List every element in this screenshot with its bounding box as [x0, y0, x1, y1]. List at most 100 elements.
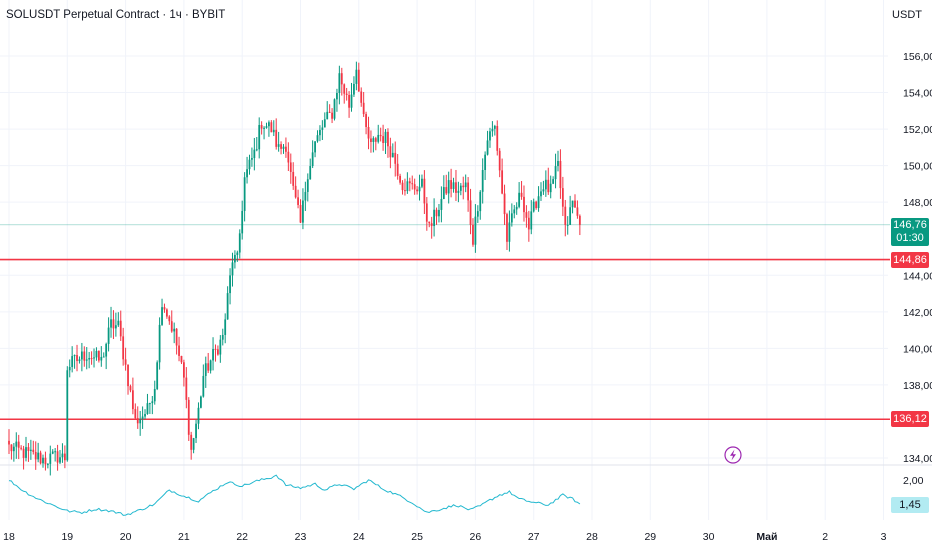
candle[interactable] — [299, 199, 302, 224]
candle[interactable] — [411, 175, 414, 190]
candle[interactable] — [156, 360, 159, 391]
candle[interactable] — [287, 142, 290, 171]
candle[interactable] — [421, 174, 423, 189]
candle[interactable] — [241, 200, 244, 240]
candle[interactable] — [370, 130, 372, 153]
candle[interactable] — [204, 356, 207, 388]
candle[interactable] — [423, 170, 426, 215]
candle[interactable] — [178, 336, 180, 362]
candle[interactable] — [469, 188, 472, 235]
candle[interactable] — [185, 367, 188, 409]
candle[interactable] — [336, 88, 338, 112]
candle[interactable] — [119, 310, 122, 341]
candle[interactable] — [114, 312, 117, 337]
candle[interactable] — [326, 101, 329, 120]
candle[interactable] — [183, 359, 185, 387]
candle[interactable] — [467, 177, 470, 212]
candle[interactable] — [532, 198, 535, 213]
candle[interactable] — [8, 429, 10, 455]
candle[interactable] — [76, 344, 78, 372]
candle[interactable] — [54, 448, 57, 462]
candle[interactable] — [253, 137, 256, 171]
candle[interactable] — [129, 384, 132, 393]
candle[interactable] — [282, 144, 285, 154]
candle[interactable] — [195, 419, 197, 444]
candle[interactable] — [131, 377, 134, 415]
candle[interactable] — [433, 198, 436, 237]
candle[interactable] — [22, 445, 25, 470]
candle[interactable] — [445, 174, 448, 196]
candle[interactable] — [212, 337, 214, 371]
candle[interactable] — [474, 204, 477, 253]
candle[interactable] — [552, 176, 555, 185]
candle[interactable] — [200, 395, 202, 409]
candle[interactable] — [124, 347, 127, 371]
candle[interactable] — [258, 117, 261, 159]
candle[interactable] — [289, 153, 292, 184]
candle[interactable] — [566, 216, 569, 235]
candle[interactable] — [447, 171, 450, 204]
candle[interactable] — [481, 158, 484, 204]
candle[interactable] — [418, 174, 421, 201]
candle[interactable] — [472, 218, 474, 247]
candle[interactable] — [340, 67, 343, 96]
candle[interactable] — [314, 141, 316, 158]
candle[interactable] — [430, 216, 433, 239]
candle[interactable] — [42, 454, 44, 468]
candle[interactable] — [399, 173, 401, 185]
candles[interactable] — [8, 61, 581, 476]
candle[interactable] — [175, 328, 178, 355]
candle[interactable] — [34, 441, 37, 470]
candle[interactable] — [561, 176, 564, 217]
candle[interactable] — [136, 406, 139, 429]
candle[interactable] — [462, 176, 465, 200]
candle[interactable] — [144, 409, 146, 420]
candle[interactable] — [238, 229, 241, 259]
candle[interactable] — [537, 186, 540, 212]
candle[interactable] — [229, 268, 231, 305]
candle[interactable] — [382, 124, 384, 151]
candle[interactable] — [39, 450, 42, 465]
candle[interactable] — [353, 76, 355, 97]
candle[interactable] — [540, 182, 542, 201]
candle[interactable] — [59, 449, 61, 465]
candle[interactable] — [452, 177, 455, 193]
candle[interactable] — [425, 197, 428, 231]
candle[interactable] — [231, 252, 234, 287]
candle[interactable] — [217, 345, 219, 356]
candle[interactable] — [277, 131, 280, 152]
candle[interactable] — [379, 127, 382, 142]
candle[interactable] — [85, 347, 88, 370]
candle[interactable] — [170, 310, 173, 333]
candle[interactable] — [523, 185, 525, 222]
candle[interactable] — [328, 104, 331, 114]
candle[interactable] — [428, 221, 431, 228]
candle[interactable] — [571, 200, 574, 214]
candle[interactable] — [491, 121, 494, 137]
candle[interactable] — [292, 162, 295, 190]
candle[interactable] — [384, 129, 387, 155]
candle[interactable] — [49, 445, 52, 476]
candle[interactable] — [406, 172, 409, 194]
candle[interactable] — [66, 366, 69, 462]
candle[interactable] — [549, 175, 552, 199]
candle[interactable] — [479, 190, 482, 220]
candle[interactable] — [158, 317, 161, 370]
candle[interactable] — [134, 403, 137, 419]
candle[interactable] — [221, 328, 224, 346]
candle[interactable] — [163, 303, 166, 313]
candle[interactable] — [226, 286, 229, 320]
candle[interactable] — [350, 82, 353, 112]
candle[interactable] — [83, 346, 86, 367]
candle[interactable] — [372, 136, 375, 153]
candle[interactable] — [275, 118, 278, 150]
candle[interactable] — [12, 442, 15, 462]
candle[interactable] — [513, 205, 516, 219]
candle[interactable] — [442, 175, 445, 200]
candle[interactable] — [122, 327, 125, 366]
candle[interactable] — [547, 167, 550, 195]
candle[interactable] — [78, 356, 81, 364]
candle[interactable] — [100, 346, 103, 367]
candle[interactable] — [224, 313, 227, 344]
